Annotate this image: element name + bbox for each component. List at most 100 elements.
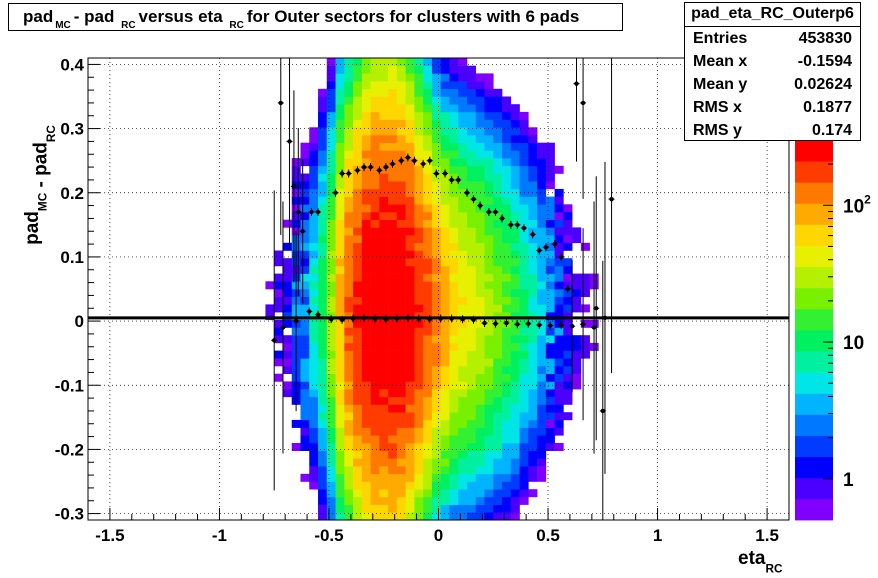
heatmap-cell <box>344 396 354 405</box>
heatmap-cell <box>431 366 441 374</box>
heatmap-cell <box>335 296 345 305</box>
heatmap-cell <box>423 265 433 274</box>
heatmap-cell <box>423 81 433 90</box>
heatmap-cell <box>326 273 336 282</box>
heatmap-cell <box>318 281 328 290</box>
heatmap-cell <box>405 427 415 436</box>
heatmap-cell <box>335 65 345 74</box>
heatmap-cell <box>405 242 415 251</box>
heatmap-cell <box>537 435 547 444</box>
heatmap-cell <box>475 119 485 128</box>
heatmap-cell <box>423 58 433 66</box>
heatmap-cell <box>475 504 485 513</box>
heatmap-cell <box>537 265 547 274</box>
heatmap-cell <box>572 350 582 359</box>
heatmap-cell <box>309 173 319 182</box>
heatmap-cell <box>388 104 398 113</box>
heatmap-cell <box>388 389 398 398</box>
heatmap-cell <box>545 327 555 336</box>
heatmap-cell <box>466 504 477 513</box>
heatmap-cell <box>318 412 328 421</box>
stats-label: Mean y <box>693 76 748 93</box>
heatmap-cell <box>466 412 477 421</box>
heatmap-cell <box>493 304 503 313</box>
heatmap-cell <box>510 173 520 182</box>
heatmap-cell <box>388 219 398 228</box>
heatmap-cell <box>361 404 371 413</box>
heatmap-cell <box>554 350 564 359</box>
heatmap-cell <box>318 111 328 120</box>
heatmap-cell <box>537 358 547 367</box>
heatmap-cell <box>361 242 371 251</box>
heatmap-cell <box>361 373 371 382</box>
heatmap-cell <box>449 65 459 74</box>
heatmap-cell <box>335 373 345 382</box>
heatmap-cell <box>423 412 433 421</box>
heatmap-cell <box>502 127 512 136</box>
heatmap-cell <box>405 450 415 459</box>
heatmap-cell <box>440 327 450 336</box>
heatmap-cell <box>379 158 389 167</box>
heatmap-cell <box>326 404 336 413</box>
heatmap-cell <box>414 466 424 475</box>
lower-profile-point <box>361 315 367 321</box>
lower-profile-point <box>449 316 454 321</box>
heatmap-cell <box>431 258 441 267</box>
heatmap-cell <box>326 196 336 205</box>
heatmap-cell <box>563 412 573 421</box>
upper-profile-point <box>449 177 454 183</box>
heatmap-cell <box>344 227 354 236</box>
heatmap-cell <box>572 366 582 374</box>
heatmap-cell <box>335 404 345 413</box>
heatmap-cell <box>510 104 520 113</box>
heatmap-cell <box>361 381 371 390</box>
heatmap-cell <box>449 335 459 344</box>
heatmap-cell <box>309 450 319 459</box>
heatmap-cell <box>440 258 450 267</box>
heatmap-cell <box>431 473 441 482</box>
heatmap-cell <box>519 473 529 482</box>
upper-profile-point <box>333 190 338 195</box>
heatmap-cell <box>361 173 371 182</box>
heatmap-cell <box>440 304 450 313</box>
heatmap-cell <box>318 227 328 236</box>
heatmap-cell <box>414 81 424 90</box>
heatmap-cell <box>361 450 371 459</box>
heatmap-cell <box>318 188 328 197</box>
heatmap-cell <box>344 258 354 267</box>
heatmap-cell <box>423 227 433 236</box>
heatmap-cell <box>335 389 345 398</box>
heatmap-cell <box>405 412 415 421</box>
heatmap-cell <box>580 342 590 351</box>
heatmap-cell <box>405 119 415 128</box>
heatmap-cell <box>458 281 468 290</box>
heatmap-cell <box>563 335 573 344</box>
heatmap-cell <box>353 158 363 167</box>
heatmap-cell <box>326 373 336 382</box>
heatmap-cell <box>335 496 345 505</box>
color-scale-step <box>795 414 833 436</box>
heatmap-cell <box>379 165 389 174</box>
heatmap-cell <box>458 188 468 197</box>
heatmap-cell <box>405 512 415 521</box>
heatmap-cell <box>519 373 529 382</box>
heatmap-cell <box>484 96 494 105</box>
heatmap-cell <box>370 281 380 290</box>
heatmap-cell <box>475 104 485 113</box>
heatmap-cell <box>344 312 354 321</box>
heatmap-cell <box>484 281 494 290</box>
heatmap-cell <box>484 119 494 128</box>
heatmap-cell <box>361 127 371 136</box>
heatmap-cell <box>572 273 582 282</box>
heatmap-cell <box>545 412 555 421</box>
lower-profile-point <box>482 320 487 326</box>
heatmap-cell <box>449 489 459 498</box>
heatmap-cell <box>528 358 538 367</box>
heatmap-cell <box>388 235 398 244</box>
heatmap-cell <box>510 227 520 236</box>
heatmap-cell <box>388 88 398 97</box>
heatmap-cell <box>379 312 389 321</box>
heatmap-cell <box>388 111 398 120</box>
heatmap-cell <box>353 181 363 190</box>
heatmap-cell <box>475 235 485 244</box>
